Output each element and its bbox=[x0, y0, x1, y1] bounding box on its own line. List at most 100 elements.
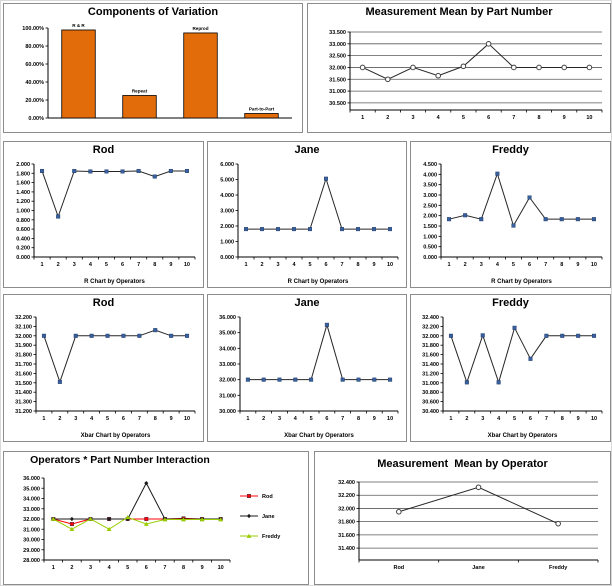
y-tick-label: 30.000 bbox=[219, 409, 236, 415]
chart-operator-part-interaction[interactable]: Operators * Part Number Interaction 28.0… bbox=[3, 451, 309, 585]
x-tick-label: 10 bbox=[387, 262, 393, 268]
data-point-marker bbox=[480, 333, 485, 338]
data-point-marker bbox=[527, 195, 532, 200]
y-tick-label: 32.200 bbox=[422, 324, 439, 330]
x-tick-label: 5 bbox=[126, 565, 129, 571]
data-point-marker bbox=[69, 522, 74, 527]
bar-label: Repeat bbox=[132, 89, 148, 94]
data-point-marker bbox=[560, 333, 565, 338]
y-tick-label: 5.000 bbox=[220, 178, 234, 184]
y-tick-label: 31.800 bbox=[15, 353, 32, 359]
data-point-marker bbox=[88, 169, 93, 174]
x-tick-label: 5 bbox=[512, 262, 515, 268]
y-tick-label: 0.00% bbox=[28, 116, 44, 122]
y-tick-label: 31.000 bbox=[219, 393, 236, 399]
chart-mean-by-part-number[interactable]: Measurement Mean by Part Number 30.500 31… bbox=[307, 3, 611, 133]
chart-rod-r[interactable]: Rod 0.000 0.200 0.400 0.600 0.800 1.000 1.200 1… bbox=[3, 141, 204, 288]
y-tick-label: 31.700 bbox=[15, 362, 32, 368]
y-tick-label: 31.800 bbox=[338, 520, 355, 526]
series-line-mean-by-operator bbox=[398, 486, 559, 525]
legend-label: Jane bbox=[262, 514, 275, 520]
y-tick-label: 1.000 bbox=[220, 240, 234, 246]
x-tick-label: 8 bbox=[182, 565, 185, 571]
y-tick-label: 4.500 bbox=[423, 162, 437, 168]
x-tick-label: 8 bbox=[356, 262, 359, 268]
y-tick-label: 30.600 bbox=[422, 400, 439, 406]
y-tick-label: 35.000 bbox=[23, 486, 40, 492]
data-point-marker bbox=[591, 217, 596, 222]
chart-freddy-xbar[interactable]: Freddy 30.400 30.600 30.800 31.000 31.200 31.… bbox=[410, 294, 611, 442]
x-tick-label: 6 bbox=[121, 262, 124, 268]
legend-label: Rod bbox=[262, 494, 273, 500]
x-tick-label: 4 bbox=[496, 262, 500, 268]
data-point-marker bbox=[464, 380, 469, 385]
data-point-marker bbox=[323, 176, 328, 181]
data-point-marker bbox=[475, 484, 482, 491]
chart-title: Freddy bbox=[492, 297, 529, 309]
data-point-marker bbox=[496, 380, 501, 385]
data-point-marker bbox=[309, 377, 314, 382]
y-tick-label: 32.000 bbox=[329, 65, 346, 71]
series-line-Jane bbox=[53, 482, 221, 520]
y-tick-label: 32.000 bbox=[15, 334, 32, 340]
series-line-freddy-r-chart bbox=[448, 172, 594, 227]
data-point-marker bbox=[57, 379, 62, 384]
chart-freddy-r[interactable]: Freddy 0.000 0.500 1.000 1.500 2.000 2.500 3.0… bbox=[410, 141, 611, 288]
y-tick-label: 31.800 bbox=[422, 343, 439, 349]
chart-jane-r[interactable]: Jane 0.000 1.000 2.000 3.000 4.000 5.000 6.000… bbox=[207, 141, 407, 288]
jane-r-plot: 0.000 1.000 2.000 3.000 4.000 5.000 6.000 1 2 3 4 5… bbox=[220, 162, 399, 285]
y-tick-label: 31.900 bbox=[15, 343, 32, 349]
y-tick-label: 4.000 bbox=[423, 172, 437, 178]
data-point-marker bbox=[410, 64, 416, 71]
data-point-marker bbox=[41, 333, 46, 338]
data-point-marker bbox=[559, 217, 564, 222]
x-tick-label: 3 bbox=[74, 416, 77, 422]
y-tick-label: 33.000 bbox=[329, 42, 346, 48]
x-tick-label: 5 bbox=[105, 262, 108, 268]
data-point-marker bbox=[511, 223, 516, 228]
x-tick-label: 5 bbox=[106, 416, 109, 422]
data-point-marker bbox=[277, 377, 282, 382]
y-tick-label: 31.600 bbox=[15, 371, 32, 377]
y-tick-label: 100.00% bbox=[22, 26, 44, 32]
x-tick-label: 7 bbox=[163, 565, 166, 571]
x-axis-title: Xbar Chart by Operators bbox=[81, 433, 151, 439]
data-point-marker bbox=[561, 64, 568, 71]
chart-jane-xbar[interactable]: Jane 30.000 31.000 32.000 33.000 34.000 35.00… bbox=[207, 294, 407, 442]
y-tick-label: 1.400 bbox=[16, 190, 30, 196]
chart-rod-xbar[interactable]: Rod 31.200 31.300 31.400 31.500 31.600 31.700… bbox=[3, 294, 204, 442]
data-point-marker bbox=[356, 377, 361, 382]
mean-by-part-number-plot: 30.500 31.000 31.500 32.000 32.500 33.000 33.5… bbox=[329, 30, 603, 121]
x-tick-label: 2 bbox=[465, 416, 468, 422]
data-point-marker bbox=[543, 217, 548, 222]
data-point-marker bbox=[485, 41, 492, 47]
data-point-marker bbox=[106, 526, 112, 532]
chart-mean-by-operator[interactable]: Measurement Mean by Operator 31.400 31.60… bbox=[314, 451, 611, 585]
freddy-xbar-plot: 30.400 30.600 30.800 31.000 31.200 31.400 31.6… bbox=[422, 315, 603, 439]
data-point-marker bbox=[479, 217, 484, 222]
x-tick-label: 7 bbox=[138, 416, 141, 422]
y-tick-label: 31.200 bbox=[15, 409, 32, 415]
x-tick-label: 3 bbox=[481, 416, 484, 422]
data-point-marker bbox=[307, 227, 312, 232]
data-point-marker bbox=[512, 325, 517, 330]
x-tick-label: 10 bbox=[184, 262, 190, 268]
chart-components-of-variation[interactable]: Components of Variation 0.00% 20.00% 40.00… bbox=[3, 3, 303, 133]
data-point-marker bbox=[435, 72, 441, 79]
y-tick-label: 31.500 bbox=[15, 381, 32, 387]
x-tick-label: 4 bbox=[90, 416, 94, 422]
x-tick-label: 10 bbox=[591, 262, 597, 268]
data-point-marker bbox=[260, 227, 265, 232]
y-tick-label: 1.000 bbox=[16, 209, 30, 215]
y-tick-label: 1.200 bbox=[16, 199, 30, 205]
y-tick-label: 3.000 bbox=[220, 209, 234, 215]
y-tick-label: 31.200 bbox=[422, 371, 439, 377]
y-tick-label: 32.200 bbox=[338, 493, 355, 499]
rod-r-plot: 0.000 0.200 0.400 0.600 0.800 1.000 1.200 1.400… bbox=[16, 162, 196, 285]
x-axis-title: Xbar Chart by Operators bbox=[488, 433, 558, 439]
series-line-Freddy bbox=[53, 516, 221, 530]
chart-title: Components of Variation bbox=[87, 6, 219, 18]
x-tick-label: 9 bbox=[373, 416, 376, 422]
data-point-marker bbox=[69, 516, 74, 522]
